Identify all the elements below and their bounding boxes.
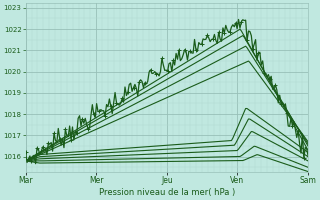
X-axis label: Pression niveau de la mer( hPa ): Pression niveau de la mer( hPa ): [99, 188, 235, 197]
